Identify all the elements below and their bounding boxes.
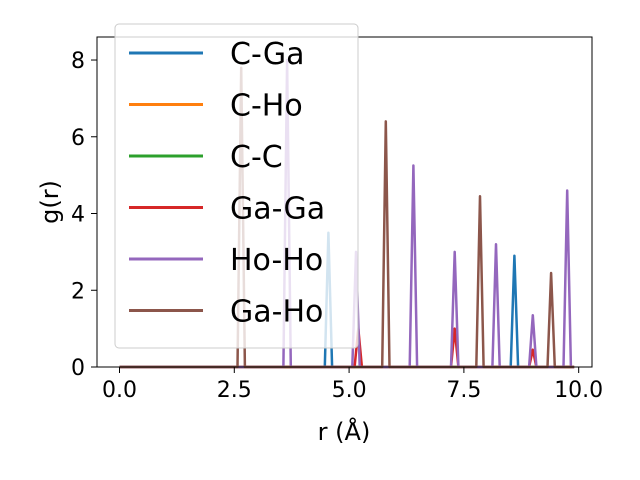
legend-label: Ga-Ga — [230, 192, 325, 227]
legend: C-Ga C-Ho C-C Ga-Ga Ho-Ho Ga-Ho — [114, 23, 359, 349]
x-axis-label: r (Å) — [318, 417, 371, 446]
legend-label: Ho-Ho — [230, 243, 323, 278]
y-axis-ticks: 0 2 4 6 8 — [71, 49, 97, 381]
y-tick-label: 8 — [71, 49, 85, 74]
y-axis-label: g(r) — [36, 180, 64, 224]
y-tick-label: 4 — [71, 203, 85, 228]
y-tick-label: 2 — [71, 279, 85, 304]
y-tick-label: 6 — [71, 126, 85, 151]
x-tick-label: 10.0 — [554, 378, 603, 403]
x-tick-label: 7.5 — [446, 378, 481, 403]
y-tick-label: 0 — [71, 356, 85, 381]
legend-label: C-Ga — [230, 37, 305, 72]
x-tick-label: 0.0 — [102, 378, 137, 403]
legend-label: C-Ho — [230, 89, 303, 124]
x-axis-ticks: 0.0 2.5 5.0 7.5 10.0 — [102, 367, 603, 403]
x-tick-label: 5.0 — [332, 378, 367, 403]
x-tick-label: 2.5 — [217, 378, 252, 403]
legend-label: Ga-Ho — [230, 295, 323, 330]
legend-label: C-C — [230, 140, 283, 175]
